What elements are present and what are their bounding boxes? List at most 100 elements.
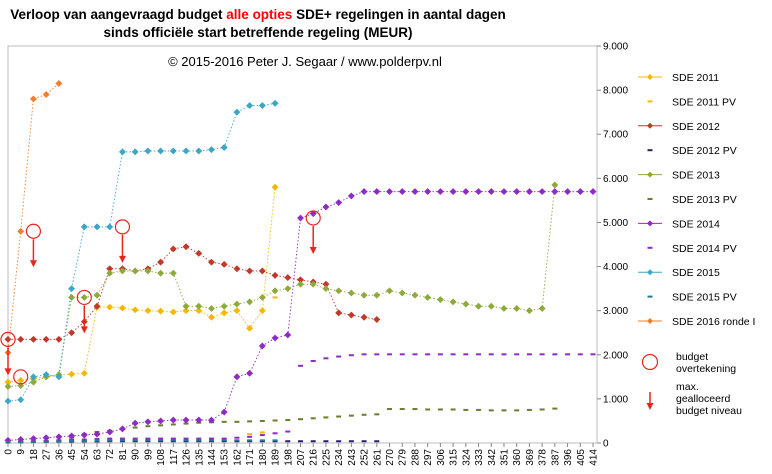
data-point	[118, 425, 127, 433]
x-tick-label: 306	[436, 449, 447, 466]
data-point	[233, 373, 241, 381]
data-point	[233, 300, 241, 308]
data-point	[182, 302, 190, 310]
x-tick-label: 162	[232, 449, 243, 466]
data-point	[347, 311, 355, 319]
x-tick-label: 315	[449, 449, 460, 466]
data-point	[182, 307, 190, 315]
legend-label: SDE 2015	[672, 267, 720, 279]
data-point	[68, 285, 76, 293]
data-point	[449, 298, 457, 306]
y-tick-label: 2.000	[603, 350, 628, 361]
series-sde-2011-pv	[5, 296, 278, 444]
data-point	[131, 306, 139, 314]
data-point	[385, 287, 394, 295]
data-point	[385, 188, 394, 196]
data-point	[144, 267, 152, 275]
series-sde-2012	[4, 243, 381, 343]
data-point	[284, 331, 292, 339]
series-sde-2016-ronde-i	[4, 79, 63, 357]
data-point	[271, 183, 279, 191]
data-point	[373, 188, 381, 196]
x-axis: 0 9 18 27 36 45 54 63 72 81 90 99 108 117 126 135 144 153…	[4, 443, 600, 466]
chart-title-line1: Verloop van aangevraagd budget alle opti…	[10, 7, 506, 22]
data-point	[347, 289, 355, 297]
series-line	[7, 184, 556, 388]
data-point	[220, 302, 228, 310]
data-point	[411, 291, 419, 299]
data-point	[411, 188, 419, 196]
x-tick-label: 396	[563, 449, 574, 466]
data-point	[322, 285, 330, 293]
data-point	[169, 308, 177, 316]
data-point	[220, 143, 228, 152]
data-point	[436, 188, 444, 196]
data-point	[195, 416, 203, 424]
data-point	[195, 249, 203, 257]
data-point	[360, 313, 368, 321]
data-point	[258, 307, 266, 315]
data-point	[309, 210, 317, 218]
data-point	[246, 101, 254, 110]
legend-label: SDE 2012 PV	[672, 145, 737, 157]
data-point	[500, 304, 508, 313]
data-point	[80, 293, 88, 301]
data-point	[118, 148, 127, 156]
legend-label: gealloceerd	[676, 393, 730, 405]
x-tick-label: 216	[309, 449, 320, 466]
data-point	[207, 304, 216, 313]
x-tick-label: 351	[499, 449, 510, 466]
data-point	[424, 188, 432, 196]
data-point	[589, 188, 597, 196]
data-point	[169, 147, 177, 155]
data-point	[106, 303, 114, 311]
data-point	[157, 307, 165, 315]
data-point	[131, 267, 139, 275]
x-tick-label: 207	[296, 449, 307, 466]
overtekening-circle	[25, 223, 42, 239]
x-tick-label: 27	[42, 449, 53, 461]
x-tick-label: 171	[245, 449, 256, 466]
data-point	[207, 416, 216, 424]
max-budget-arrowhead	[309, 247, 317, 255]
data-point	[55, 79, 63, 88]
data-point	[258, 293, 266, 301]
series-sde-2011	[4, 183, 279, 386]
x-tick-label: 81	[118, 449, 129, 461]
data-point	[576, 188, 584, 196]
data-point	[93, 302, 101, 310]
x-tick-label: 297	[423, 449, 434, 466]
data-point	[246, 298, 254, 306]
y-tick-label: 5.000	[603, 218, 628, 229]
legend-label: SDE 2016 ronde I	[672, 316, 755, 328]
data-point	[271, 334, 279, 342]
data-point	[144, 147, 152, 155]
data-point	[373, 291, 381, 299]
x-tick-label: 135	[194, 449, 205, 466]
legend-label: budget niveau	[676, 405, 742, 417]
data-point	[474, 302, 483, 310]
x-tick-label: 189	[271, 449, 282, 466]
data-point	[80, 431, 88, 439]
data-point	[462, 300, 470, 308]
data-point	[296, 280, 305, 288]
data-point	[538, 188, 546, 196]
data-point	[80, 369, 88, 377]
legend-label: SDE 2015 PV	[672, 292, 737, 304]
data-point	[398, 188, 406, 196]
x-tick-label: 252	[360, 449, 371, 466]
data-point	[17, 396, 25, 404]
data-point	[335, 287, 343, 295]
series-sde-2014	[4, 188, 597, 444]
data-point	[564, 188, 572, 196]
legend-label: SDE 2014	[672, 218, 720, 230]
data-point	[360, 188, 368, 196]
data-point	[4, 382, 12, 391]
data-point	[373, 315, 381, 324]
data-point	[271, 99, 279, 107]
legend-label: SDE 2012	[672, 121, 720, 133]
data-point	[207, 258, 216, 266]
legend-label: SDE 2011	[672, 72, 719, 84]
max-budget-arrowhead	[4, 368, 12, 376]
